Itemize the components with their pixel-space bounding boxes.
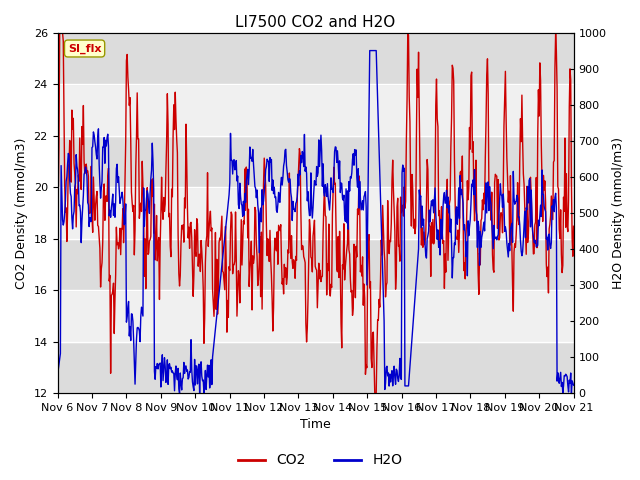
Title: LI7500 CO2 and H2O: LI7500 CO2 and H2O <box>236 15 396 30</box>
Bar <box>58 290 573 342</box>
Bar <box>58 239 573 290</box>
Legend: CO2, H2O: CO2, H2O <box>232 448 408 473</box>
Bar <box>58 187 573 239</box>
X-axis label: Time: Time <box>300 419 331 432</box>
Bar <box>58 33 573 84</box>
Y-axis label: CO2 Density (mmol/m3): CO2 Density (mmol/m3) <box>15 137 28 288</box>
Bar <box>58 342 573 393</box>
Y-axis label: H2O Density (mmol/m3): H2O Density (mmol/m3) <box>612 137 625 289</box>
Bar <box>58 135 573 187</box>
Bar <box>58 84 573 135</box>
Text: SI_flx: SI_flx <box>68 43 101 54</box>
